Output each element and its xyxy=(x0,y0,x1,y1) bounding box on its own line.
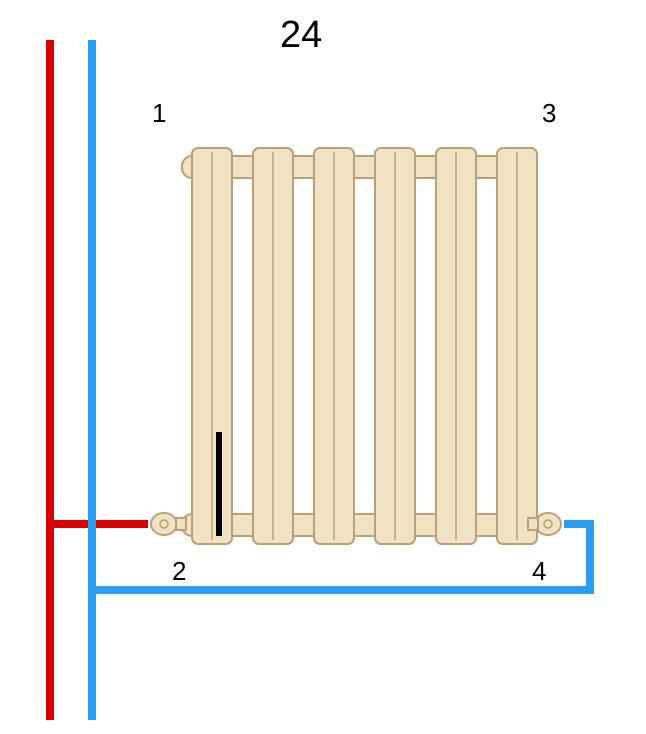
radiator-column xyxy=(497,148,537,544)
sensor-bar xyxy=(216,432,222,536)
radiator-header-top xyxy=(182,156,532,178)
diagram-title: 24 xyxy=(280,14,322,57)
corner-label-4: 4 xyxy=(532,556,546,587)
radiator xyxy=(182,148,537,544)
radiator-column xyxy=(375,148,415,544)
corner-label-2: 2 xyxy=(172,556,186,587)
radiator-column xyxy=(253,148,293,544)
radiator-column xyxy=(314,148,354,544)
radiator-header-bottom xyxy=(182,514,532,536)
radiator-column xyxy=(192,148,232,544)
corner-label-3: 3 xyxy=(542,98,556,129)
valve-left xyxy=(151,513,186,535)
corner-label-1: 1 xyxy=(152,98,166,129)
radiator-column xyxy=(436,148,476,544)
